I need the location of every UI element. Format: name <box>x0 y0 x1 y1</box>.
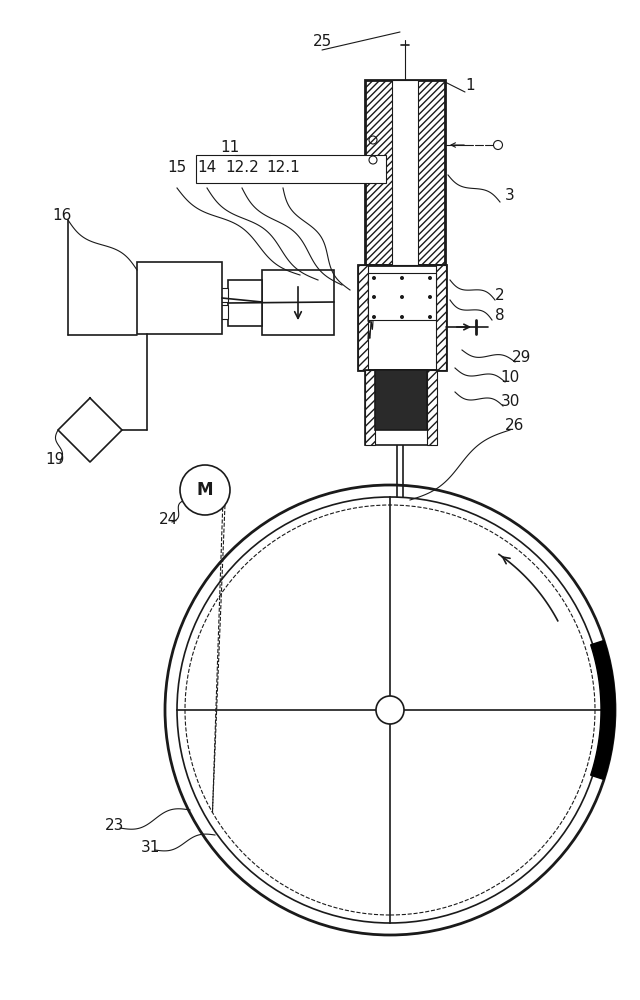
Bar <box>358 265 446 370</box>
Bar <box>214 288 228 302</box>
Text: 23: 23 <box>106 818 125 832</box>
Text: 3: 3 <box>505 188 515 202</box>
Bar <box>368 273 436 320</box>
Text: 12.2: 12.2 <box>225 160 259 176</box>
Circle shape <box>428 276 432 280</box>
Text: 30: 30 <box>500 394 520 410</box>
Text: 10: 10 <box>500 370 520 385</box>
Text: 8: 8 <box>495 308 505 322</box>
Text: 29: 29 <box>512 351 532 365</box>
Text: 26: 26 <box>506 418 525 432</box>
Text: 24: 24 <box>158 512 178 528</box>
Text: M: M <box>196 481 213 499</box>
Bar <box>392 80 418 265</box>
Bar <box>375 370 427 430</box>
Text: 11: 11 <box>220 140 239 155</box>
Bar <box>365 370 375 445</box>
Bar <box>365 80 445 265</box>
Circle shape <box>428 295 432 299</box>
Text: 31: 31 <box>140 840 160 856</box>
Bar <box>214 305 228 319</box>
Bar <box>228 280 262 326</box>
Circle shape <box>428 315 432 319</box>
Text: 25: 25 <box>312 34 332 49</box>
Bar <box>436 265 446 370</box>
Text: 15: 15 <box>168 160 187 176</box>
Bar <box>358 265 368 370</box>
Text: 19: 19 <box>45 452 65 468</box>
Bar <box>137 262 222 334</box>
Text: 14: 14 <box>197 160 216 176</box>
Bar <box>196 155 386 183</box>
Text: 1: 1 <box>465 78 475 93</box>
Circle shape <box>400 295 404 299</box>
Circle shape <box>376 696 404 724</box>
Circle shape <box>400 276 404 280</box>
Circle shape <box>372 276 376 280</box>
Text: 12.1: 12.1 <box>266 160 300 176</box>
Circle shape <box>400 315 404 319</box>
Circle shape <box>372 315 376 319</box>
Polygon shape <box>591 640 615 780</box>
Circle shape <box>372 295 376 299</box>
Bar <box>262 270 334 335</box>
Circle shape <box>180 465 230 515</box>
Bar <box>365 370 437 445</box>
Bar <box>427 370 437 445</box>
Text: 2: 2 <box>495 288 505 302</box>
Text: 16: 16 <box>52 208 72 223</box>
